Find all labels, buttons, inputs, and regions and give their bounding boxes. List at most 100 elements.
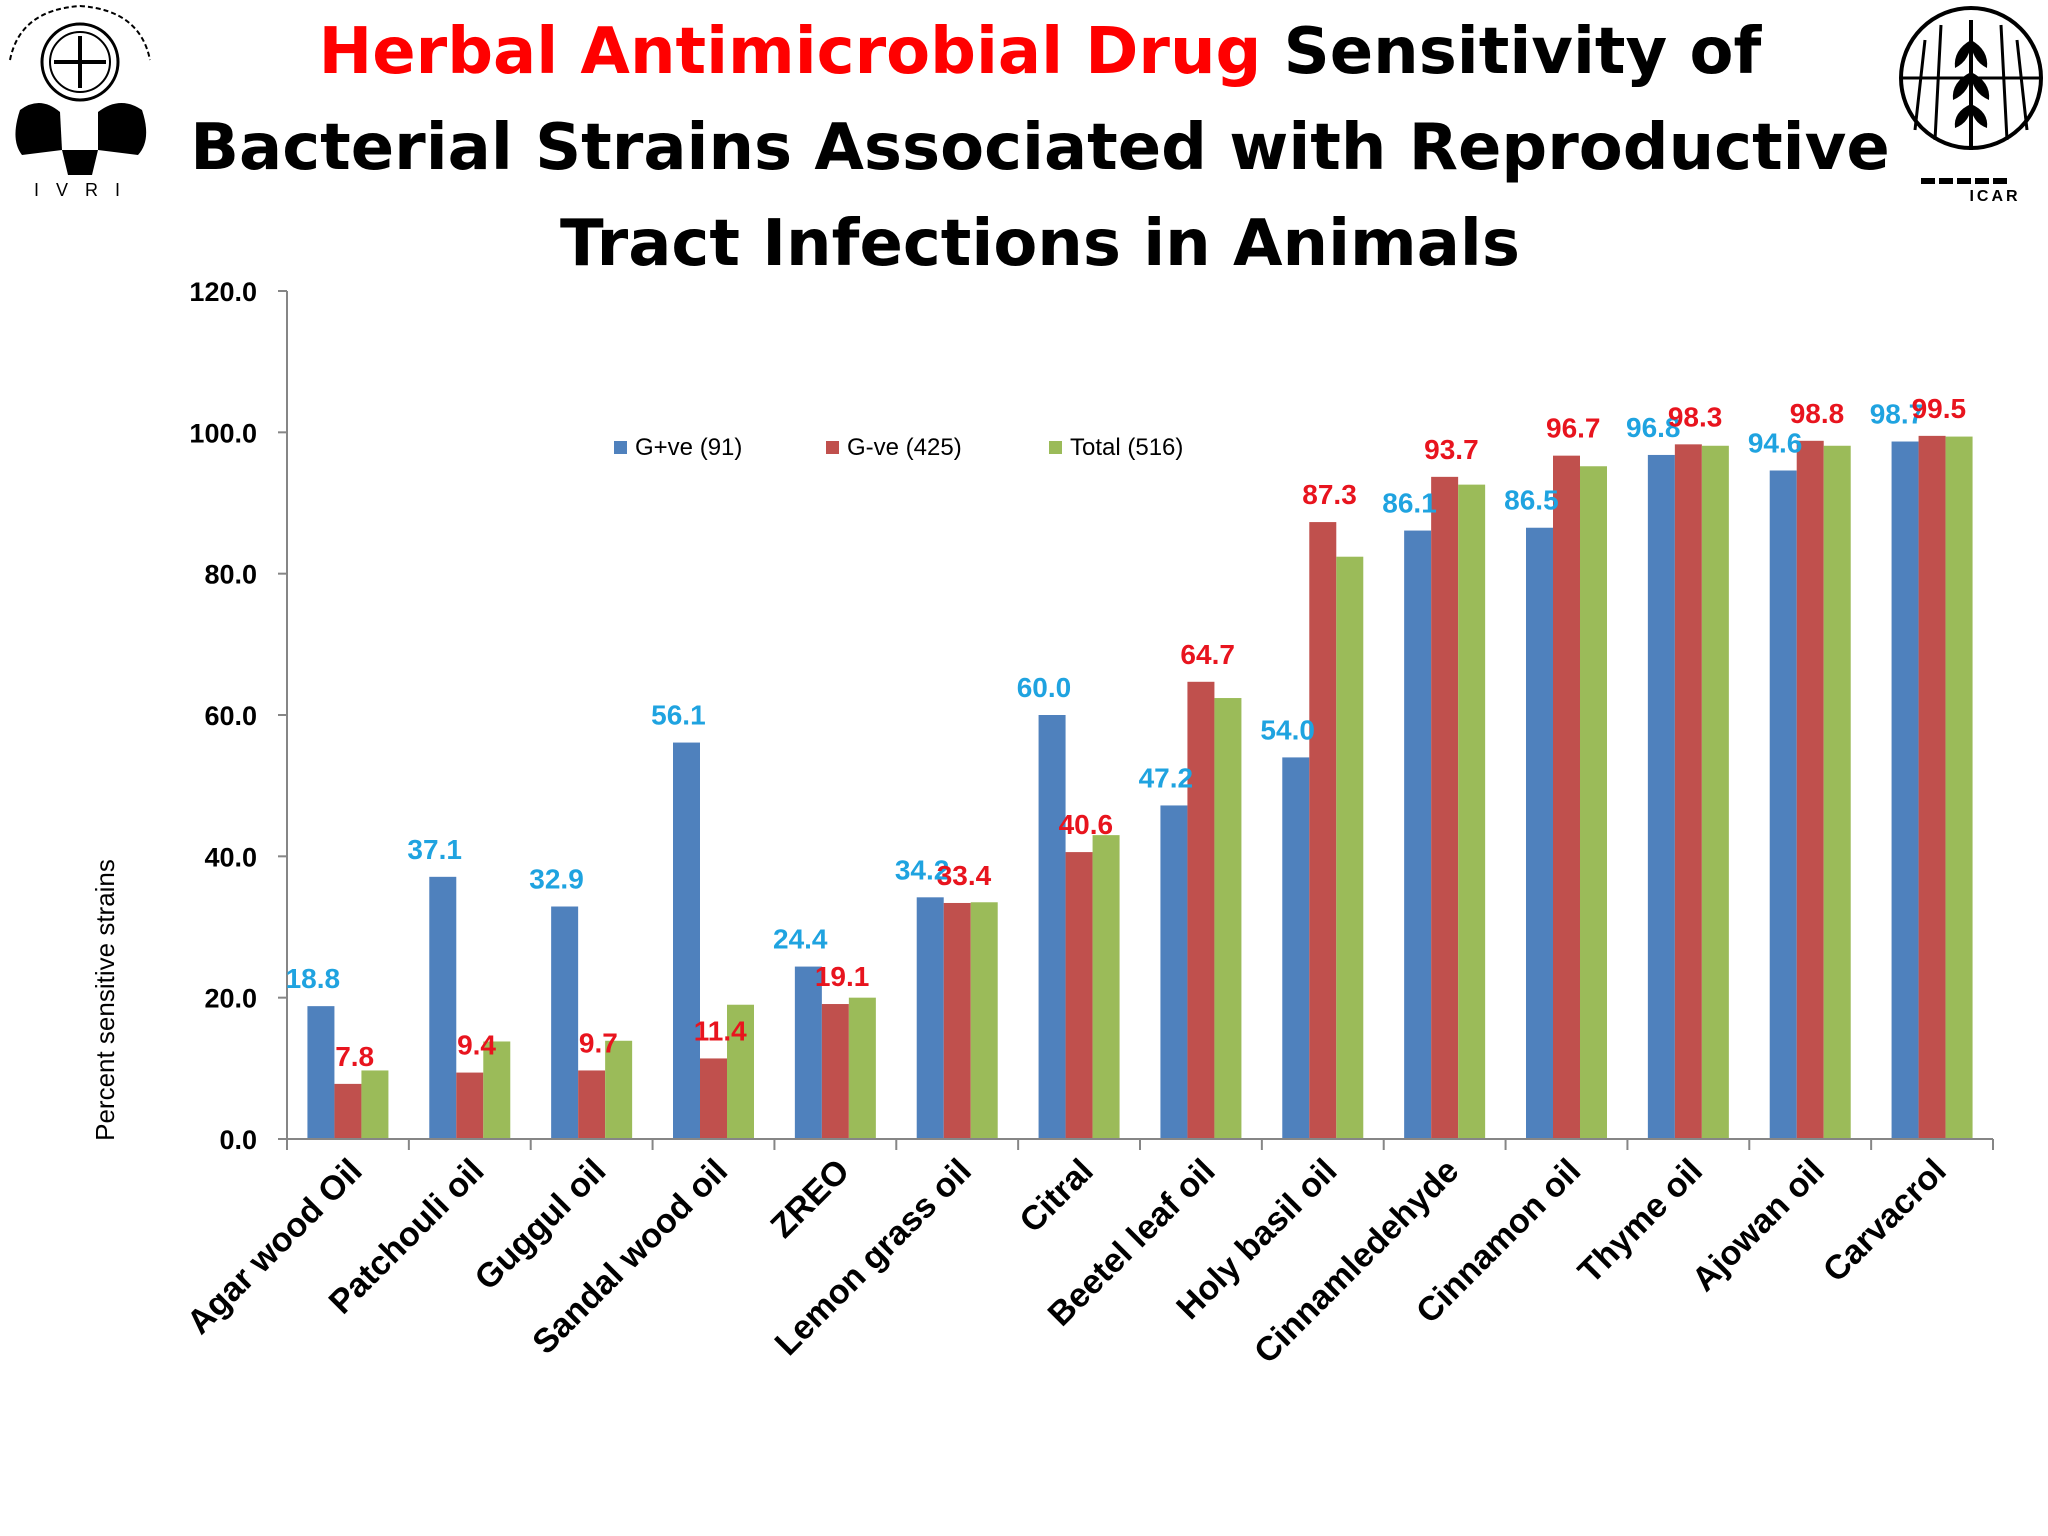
bar xyxy=(1065,852,1093,1139)
data-label: 33.4 xyxy=(937,860,992,891)
legend-label: Total (516) xyxy=(1070,434,1183,461)
legend: G+ve (91) G-ve (425) Total (516) xyxy=(614,434,1183,461)
bar xyxy=(673,742,700,1139)
data-label: 32.9 xyxy=(529,864,584,895)
bar xyxy=(605,1040,633,1139)
bars xyxy=(307,435,1973,1140)
bar xyxy=(943,902,971,1139)
data-label: 7.8 xyxy=(335,1041,374,1072)
legend-label: G-ve (425) xyxy=(847,434,962,461)
bar xyxy=(1823,445,1851,1139)
bar xyxy=(1769,470,1797,1139)
y-tick-label: 80.0 xyxy=(204,560,257,590)
data-label: 98.7 xyxy=(1870,399,1925,430)
data-label: 96.8 xyxy=(1626,412,1681,443)
bar xyxy=(1918,435,1946,1139)
x-category-label: ZREO xyxy=(763,1152,857,1246)
data-label: 93.7 xyxy=(1424,434,1479,465)
icar-logo-text: ICAR xyxy=(1969,188,2020,205)
bar xyxy=(916,897,944,1139)
y-tick-label: 20.0 xyxy=(204,984,257,1014)
legend-swatch xyxy=(826,441,839,454)
bar xyxy=(1796,440,1824,1139)
icar-logo: ICAR xyxy=(1899,6,2043,205)
ivri-logo-text: I V R I xyxy=(34,180,126,200)
data-label: 37.1 xyxy=(407,834,462,865)
data-label: 9.7 xyxy=(579,1027,618,1058)
y-tick-label: 0.0 xyxy=(219,1125,257,1155)
bar xyxy=(429,876,457,1139)
y-tick-label: 100.0 xyxy=(189,418,257,448)
legend-label: G+ve (91) xyxy=(635,434,742,461)
data-label: 9.4 xyxy=(457,1030,496,1061)
legend-swatch xyxy=(1049,441,1062,454)
bar xyxy=(970,902,998,1139)
data-label: 34.2 xyxy=(895,854,950,885)
y-tick-label: 40.0 xyxy=(204,842,257,872)
bar xyxy=(1309,522,1337,1139)
data-label: 56.1 xyxy=(651,700,706,731)
y-tick-label: 60.0 xyxy=(204,701,257,731)
x-category-label: Citral xyxy=(1012,1152,1100,1240)
bar xyxy=(483,1041,511,1139)
data-label: 64.7 xyxy=(1180,639,1235,670)
bar xyxy=(1187,681,1215,1139)
legend-swatch xyxy=(614,441,627,454)
bar xyxy=(1160,805,1188,1139)
data-label: 98.8 xyxy=(1790,398,1845,429)
bar xyxy=(1282,757,1310,1139)
data-label: 94.6 xyxy=(1748,427,1803,458)
bar xyxy=(1580,466,1607,1140)
data-label: 19.1 xyxy=(815,961,870,992)
bar xyxy=(551,906,579,1139)
data-label: 47.2 xyxy=(1139,762,1194,793)
bar xyxy=(456,1072,484,1139)
data-label: 40.6 xyxy=(1059,809,1114,840)
page-title: Herbal Antimicrobial Drug Sensitivity of… xyxy=(190,4,1890,292)
bar xyxy=(727,1004,754,1139)
bar xyxy=(821,1004,849,1139)
bar xyxy=(1553,455,1580,1139)
data-label: 98.3 xyxy=(1668,401,1723,432)
bar xyxy=(578,1070,606,1139)
title-highlight: Herbal Antimicrobial Drug xyxy=(318,15,1262,89)
bar xyxy=(1431,476,1459,1139)
bar xyxy=(1038,715,1066,1139)
x-category-label: Carvacrol xyxy=(1816,1152,1954,1290)
bar xyxy=(1647,454,1675,1139)
bar xyxy=(848,997,876,1139)
bar xyxy=(794,966,822,1139)
data-label: 11.4 xyxy=(694,1015,747,1046)
title-rest: Sensitivity of Bacterial Strains Associa… xyxy=(190,15,1890,281)
y-axis: 0.0 20.0 40.0 60.0 80.0 100.0 120.0 xyxy=(189,277,288,1155)
data-label: 54.0 xyxy=(1260,714,1315,745)
data-label: 24.4 xyxy=(773,924,828,955)
bar xyxy=(334,1083,362,1139)
x-category-label: Cinnamledehyde xyxy=(1247,1152,1466,1371)
bar xyxy=(1526,527,1553,1139)
bar xyxy=(1458,484,1486,1139)
bar xyxy=(1092,835,1120,1139)
x-category-label: Ajowan oil xyxy=(1685,1152,1832,1299)
bar xyxy=(1674,444,1702,1139)
bar xyxy=(1404,530,1432,1139)
bar xyxy=(1945,436,1973,1139)
bar xyxy=(700,1058,727,1139)
data-label: 96.7 xyxy=(1546,413,1601,444)
y-axis-title: Percent sensitive strains xyxy=(90,859,120,1141)
data-labels: 18.8 37.1 32.9 56.1 24.4 34.2 60.0 47.2 54.0 86.1… xyxy=(286,393,1966,1072)
bar xyxy=(307,1006,335,1139)
bar xyxy=(1336,556,1364,1139)
data-label: 60.0 xyxy=(1017,672,1072,703)
bar xyxy=(1214,698,1242,1139)
y-tick-label: 120.0 xyxy=(189,277,257,307)
bar xyxy=(361,1070,389,1139)
bar xyxy=(1701,445,1729,1139)
data-label: 86.1 xyxy=(1382,488,1437,519)
bar xyxy=(1891,441,1919,1139)
data-label: 86.5 xyxy=(1504,485,1559,516)
data-label: 87.3 xyxy=(1302,479,1357,510)
data-label: 99.5 xyxy=(1912,393,1967,424)
